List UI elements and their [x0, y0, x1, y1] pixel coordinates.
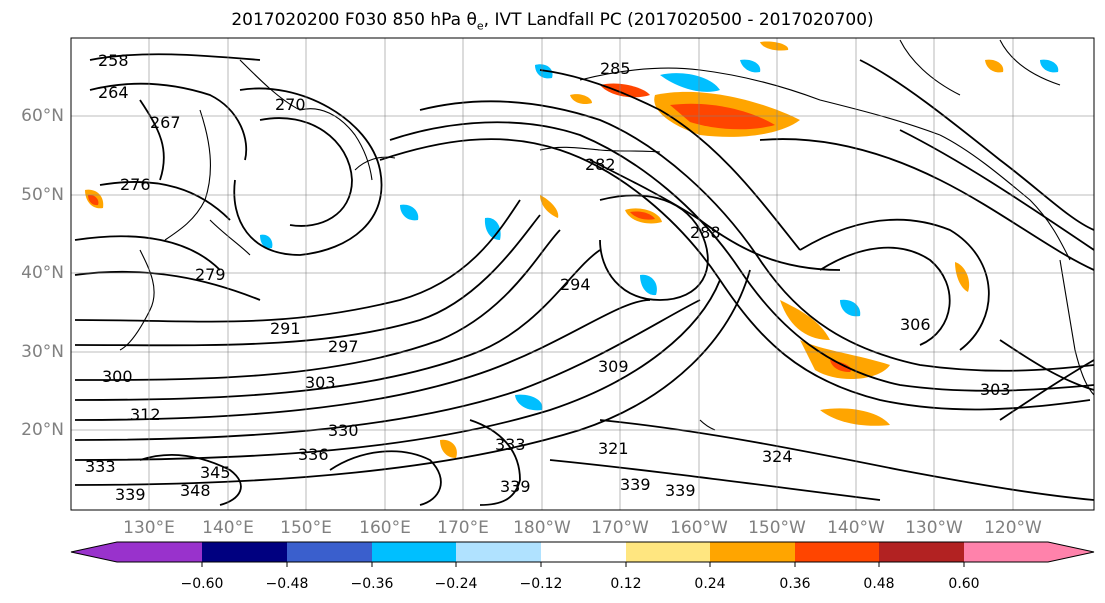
- colorbar-bin: [710, 542, 795, 562]
- colorbar-outline: [70, 541, 1095, 563]
- contour-label: 297: [328, 337, 359, 356]
- colorbar-tick-label: −0.60: [180, 576, 224, 592]
- colorbar-tick-label: 0.48: [863, 576, 895, 592]
- contour-label: 294: [560, 275, 591, 294]
- contour-label: 276: [120, 175, 151, 194]
- colorbar-bin: [541, 542, 626, 562]
- ivt-shading: [85, 41, 1059, 458]
- lat-label-40n: 40°N: [21, 263, 64, 283]
- contour-label: 321: [598, 439, 629, 458]
- colorbar-tick-label: −0.36: [350, 576, 394, 592]
- lon-label: 160°E: [359, 518, 411, 538]
- lon-label: 150°E: [280, 518, 332, 538]
- colorbar-tick-label: 0.60: [948, 576, 980, 592]
- lat-label-60n: 60°N: [21, 106, 64, 126]
- contour-label: 300: [102, 367, 133, 386]
- contour-label: 270: [275, 95, 306, 114]
- contour-label: 348: [180, 481, 211, 500]
- contour-label: 324: [762, 447, 793, 466]
- contour-label: 264: [98, 83, 129, 102]
- contour-label: 330: [328, 421, 359, 440]
- colorbar-tick-label: −0.24: [434, 576, 478, 592]
- contour-label: 333: [85, 457, 116, 476]
- lat-label-50n: 50°N: [21, 185, 64, 205]
- lon-label: 130°E: [123, 518, 175, 538]
- lat-label-20n: 20°N: [21, 420, 64, 440]
- contour-label: 291: [270, 319, 301, 338]
- contour-label: 339: [500, 477, 531, 496]
- lon-label: 180°W: [513, 518, 571, 538]
- colorbar-bin: [117, 542, 202, 562]
- colorbar-bin: [626, 542, 710, 562]
- contour-label: 279: [195, 265, 226, 284]
- contour-label: 339: [665, 481, 696, 500]
- colorbar-tick-label: 0.12: [610, 576, 642, 592]
- lon-label: 160°W: [670, 518, 728, 538]
- gridlines: [71, 38, 1094, 510]
- contour-label: 288: [690, 223, 721, 242]
- contour-label: 303: [305, 373, 336, 392]
- contour-label: 339: [620, 475, 651, 494]
- map-title: 2017020200 F030 850 hPa θe, IVT Landfall…: [231, 10, 874, 33]
- lon-label: 150°W: [748, 518, 806, 538]
- colorbar-extend-high: [1048, 542, 1094, 562]
- contour-label: 267: [150, 113, 181, 132]
- map-frame: [70, 37, 1095, 511]
- colorbar-tick-label: 0.36: [779, 576, 811, 592]
- contour-label: 339: [115, 485, 146, 504]
- lat-label-30n: 30°N: [21, 342, 64, 362]
- contour-label: 333: [495, 435, 526, 454]
- lon-label: 120°W: [984, 518, 1042, 538]
- colorbar-bin: [287, 542, 372, 562]
- colorbar-bin: [879, 542, 964, 562]
- contour-label: 336: [298, 445, 329, 464]
- contour-label: 285: [600, 59, 631, 78]
- lon-label: 140°W: [827, 518, 885, 538]
- contour-label: 306: [900, 315, 931, 334]
- contour-labels: 258 264 267 270 276 279 282 285 288 291 …: [85, 51, 1011, 504]
- colorbar-tick-label: 0.24: [694, 576, 726, 592]
- colorbar-tick-label: −0.12: [519, 576, 563, 592]
- colorbar-bin: [456, 542, 541, 562]
- lon-label: 130°W: [905, 518, 963, 538]
- lon-label: 170°W: [591, 518, 649, 538]
- colorbar-bin: [372, 542, 456, 562]
- colorbar-bin: [202, 542, 287, 562]
- lon-label: 140°E: [202, 518, 254, 538]
- lon-label: 170°E: [437, 518, 489, 538]
- colorbar-tick-label: −0.48: [265, 576, 309, 592]
- contour-label: 303: [980, 380, 1011, 399]
- colorbar: [70, 541, 1095, 567]
- contour-label: 258: [98, 51, 129, 70]
- colorbar-extend-low: [71, 542, 117, 562]
- contour-label: 345: [200, 463, 231, 482]
- contour-label: 312: [130, 405, 161, 424]
- colorbar-bin: [795, 542, 879, 562]
- theta-e-contours: [74, 53, 1094, 506]
- colorbar-bin: [964, 542, 1048, 562]
- contour-label: 309: [598, 357, 629, 376]
- contour-label: 282: [585, 155, 616, 174]
